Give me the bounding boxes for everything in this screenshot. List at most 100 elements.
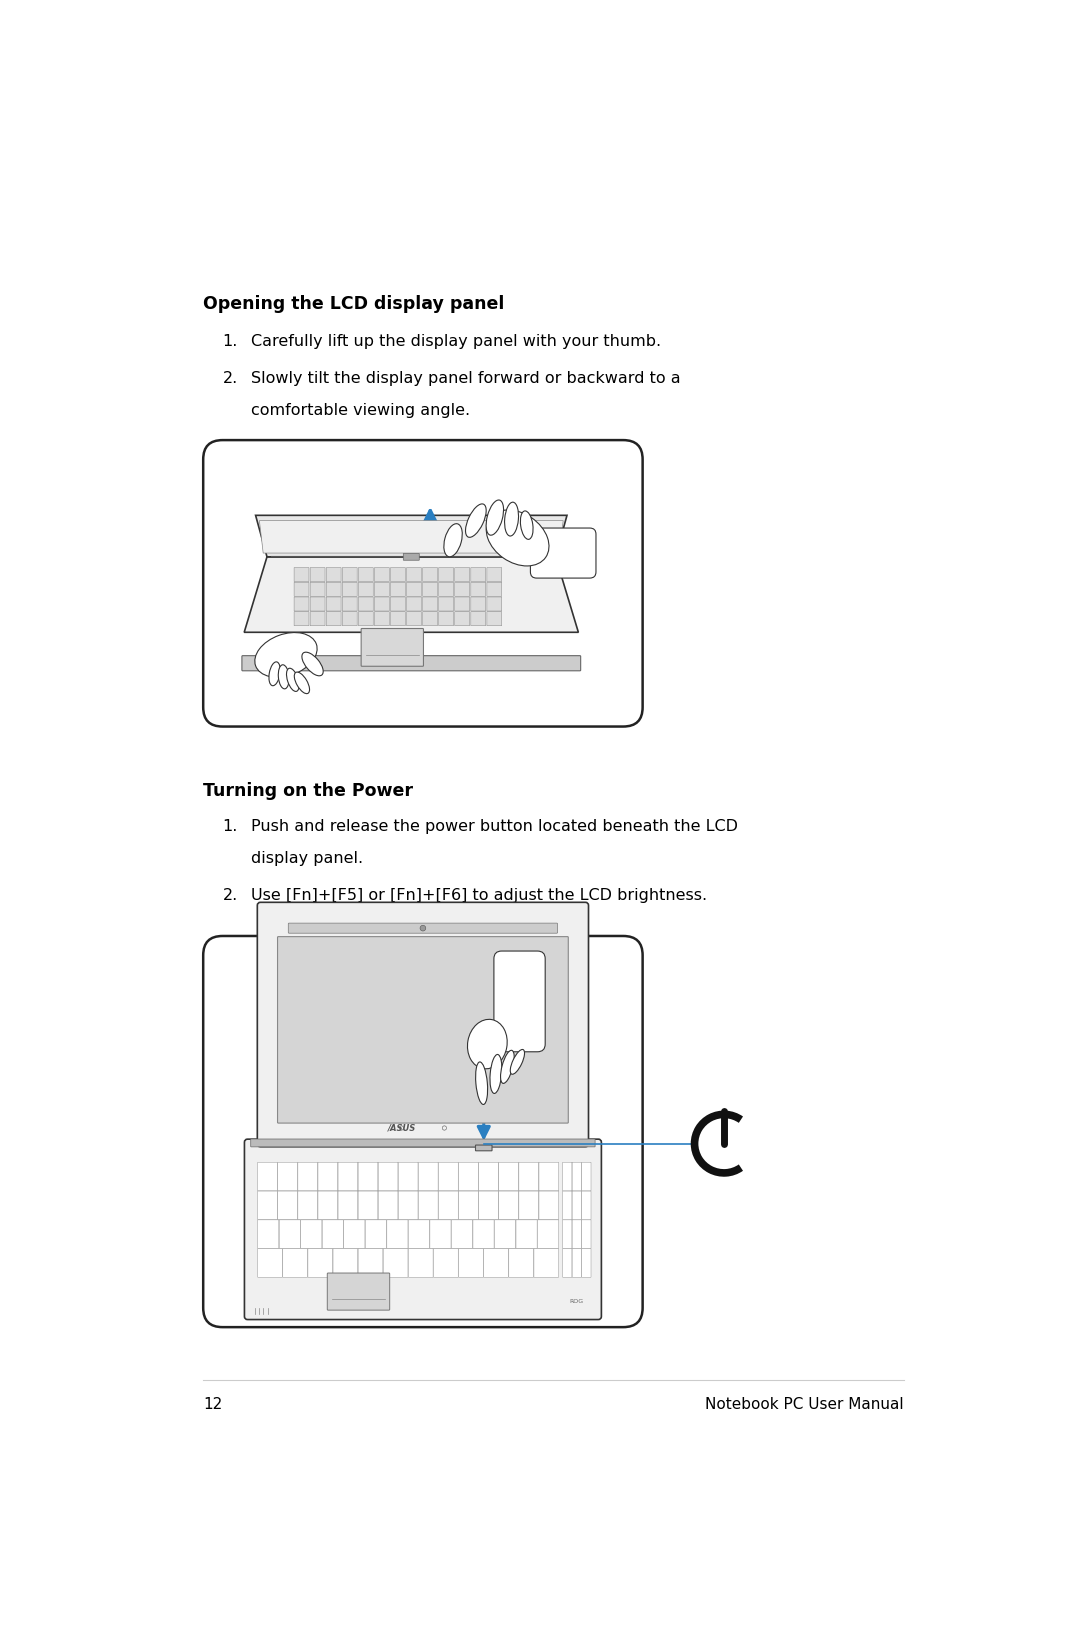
FancyBboxPatch shape <box>572 1248 581 1277</box>
FancyBboxPatch shape <box>499 1191 518 1220</box>
FancyBboxPatch shape <box>518 1162 539 1191</box>
FancyBboxPatch shape <box>572 1220 581 1248</box>
FancyBboxPatch shape <box>278 1191 297 1220</box>
Text: comfortable viewing angle.: comfortable viewing angle. <box>252 403 471 418</box>
FancyBboxPatch shape <box>326 597 341 612</box>
FancyBboxPatch shape <box>318 1162 338 1191</box>
FancyBboxPatch shape <box>438 1191 458 1220</box>
FancyBboxPatch shape <box>383 1248 408 1277</box>
Text: ROG: ROG <box>570 1298 584 1303</box>
FancyBboxPatch shape <box>473 1220 494 1248</box>
FancyBboxPatch shape <box>406 582 421 597</box>
FancyBboxPatch shape <box>257 903 589 1147</box>
FancyBboxPatch shape <box>538 1220 558 1248</box>
FancyBboxPatch shape <box>338 1191 357 1220</box>
FancyBboxPatch shape <box>422 582 437 597</box>
FancyBboxPatch shape <box>495 1220 515 1248</box>
FancyBboxPatch shape <box>333 1248 357 1277</box>
Text: Carefully lift up the display panel with your thumb.: Carefully lift up the display panel with… <box>252 334 661 348</box>
FancyBboxPatch shape <box>310 612 325 626</box>
FancyBboxPatch shape <box>365 1220 387 1248</box>
FancyBboxPatch shape <box>361 628 423 667</box>
FancyBboxPatch shape <box>509 1248 534 1277</box>
FancyBboxPatch shape <box>391 582 405 597</box>
Polygon shape <box>244 556 579 633</box>
FancyBboxPatch shape <box>487 568 502 581</box>
FancyBboxPatch shape <box>563 1248 572 1277</box>
FancyBboxPatch shape <box>300 1220 322 1248</box>
FancyBboxPatch shape <box>499 1162 518 1191</box>
FancyBboxPatch shape <box>563 1191 572 1220</box>
Ellipse shape <box>286 669 299 691</box>
Ellipse shape <box>468 1020 508 1069</box>
FancyBboxPatch shape <box>459 1248 484 1277</box>
Ellipse shape <box>521 511 534 540</box>
Ellipse shape <box>255 633 318 677</box>
Ellipse shape <box>486 499 503 535</box>
FancyBboxPatch shape <box>455 597 470 612</box>
FancyBboxPatch shape <box>471 612 486 626</box>
Text: 2.: 2. <box>222 888 238 903</box>
FancyBboxPatch shape <box>359 1248 382 1277</box>
Text: Push and release the power button located beneath the LCD: Push and release the power button locate… <box>252 818 739 835</box>
FancyBboxPatch shape <box>478 1162 498 1191</box>
FancyBboxPatch shape <box>487 612 502 626</box>
FancyBboxPatch shape <box>418 1191 438 1220</box>
Ellipse shape <box>302 652 323 675</box>
FancyBboxPatch shape <box>471 568 486 581</box>
FancyBboxPatch shape <box>582 1248 591 1277</box>
FancyBboxPatch shape <box>359 568 374 581</box>
FancyBboxPatch shape <box>518 1191 539 1220</box>
FancyBboxPatch shape <box>359 612 374 626</box>
FancyBboxPatch shape <box>326 582 341 597</box>
FancyBboxPatch shape <box>359 582 374 597</box>
FancyBboxPatch shape <box>408 1220 430 1248</box>
FancyBboxPatch shape <box>318 1191 338 1220</box>
FancyBboxPatch shape <box>326 612 341 626</box>
Ellipse shape <box>490 1054 502 1093</box>
Ellipse shape <box>486 509 549 566</box>
FancyBboxPatch shape <box>406 597 421 612</box>
FancyBboxPatch shape <box>242 656 581 670</box>
Ellipse shape <box>269 662 280 685</box>
Circle shape <box>420 926 426 931</box>
FancyBboxPatch shape <box>310 568 325 581</box>
Text: /ASUS: /ASUS <box>388 1124 416 1132</box>
FancyBboxPatch shape <box>475 1145 492 1150</box>
FancyBboxPatch shape <box>406 612 421 626</box>
Text: Turning on the Power: Turning on the Power <box>203 783 414 800</box>
FancyBboxPatch shape <box>378 1162 397 1191</box>
FancyBboxPatch shape <box>459 1162 478 1191</box>
FancyBboxPatch shape <box>310 582 325 597</box>
FancyBboxPatch shape <box>278 1162 297 1191</box>
FancyBboxPatch shape <box>572 1162 581 1191</box>
FancyBboxPatch shape <box>342 597 357 612</box>
FancyBboxPatch shape <box>342 568 357 581</box>
FancyBboxPatch shape <box>310 597 325 612</box>
FancyBboxPatch shape <box>459 1191 478 1220</box>
FancyBboxPatch shape <box>539 1162 558 1191</box>
FancyBboxPatch shape <box>359 1162 378 1191</box>
FancyBboxPatch shape <box>203 439 643 727</box>
FancyBboxPatch shape <box>433 1248 458 1277</box>
FancyBboxPatch shape <box>375 582 389 597</box>
FancyBboxPatch shape <box>487 597 502 612</box>
FancyBboxPatch shape <box>359 597 374 612</box>
FancyBboxPatch shape <box>455 568 470 581</box>
FancyBboxPatch shape <box>430 1220 451 1248</box>
Text: Slowly tilt the display panel forward or backward to a: Slowly tilt the display panel forward or… <box>252 371 680 386</box>
Ellipse shape <box>500 1051 514 1084</box>
FancyBboxPatch shape <box>359 1191 378 1220</box>
FancyBboxPatch shape <box>438 1162 458 1191</box>
Polygon shape <box>259 521 563 553</box>
Ellipse shape <box>475 1062 487 1105</box>
FancyBboxPatch shape <box>418 1162 438 1191</box>
Text: display panel.: display panel. <box>252 851 363 866</box>
FancyBboxPatch shape <box>278 937 568 1123</box>
Text: Notebook PC User Manual: Notebook PC User Manual <box>705 1396 904 1412</box>
FancyBboxPatch shape <box>298 1191 318 1220</box>
FancyBboxPatch shape <box>478 1191 498 1220</box>
FancyBboxPatch shape <box>438 612 454 626</box>
FancyBboxPatch shape <box>539 1191 558 1220</box>
FancyBboxPatch shape <box>326 568 341 581</box>
